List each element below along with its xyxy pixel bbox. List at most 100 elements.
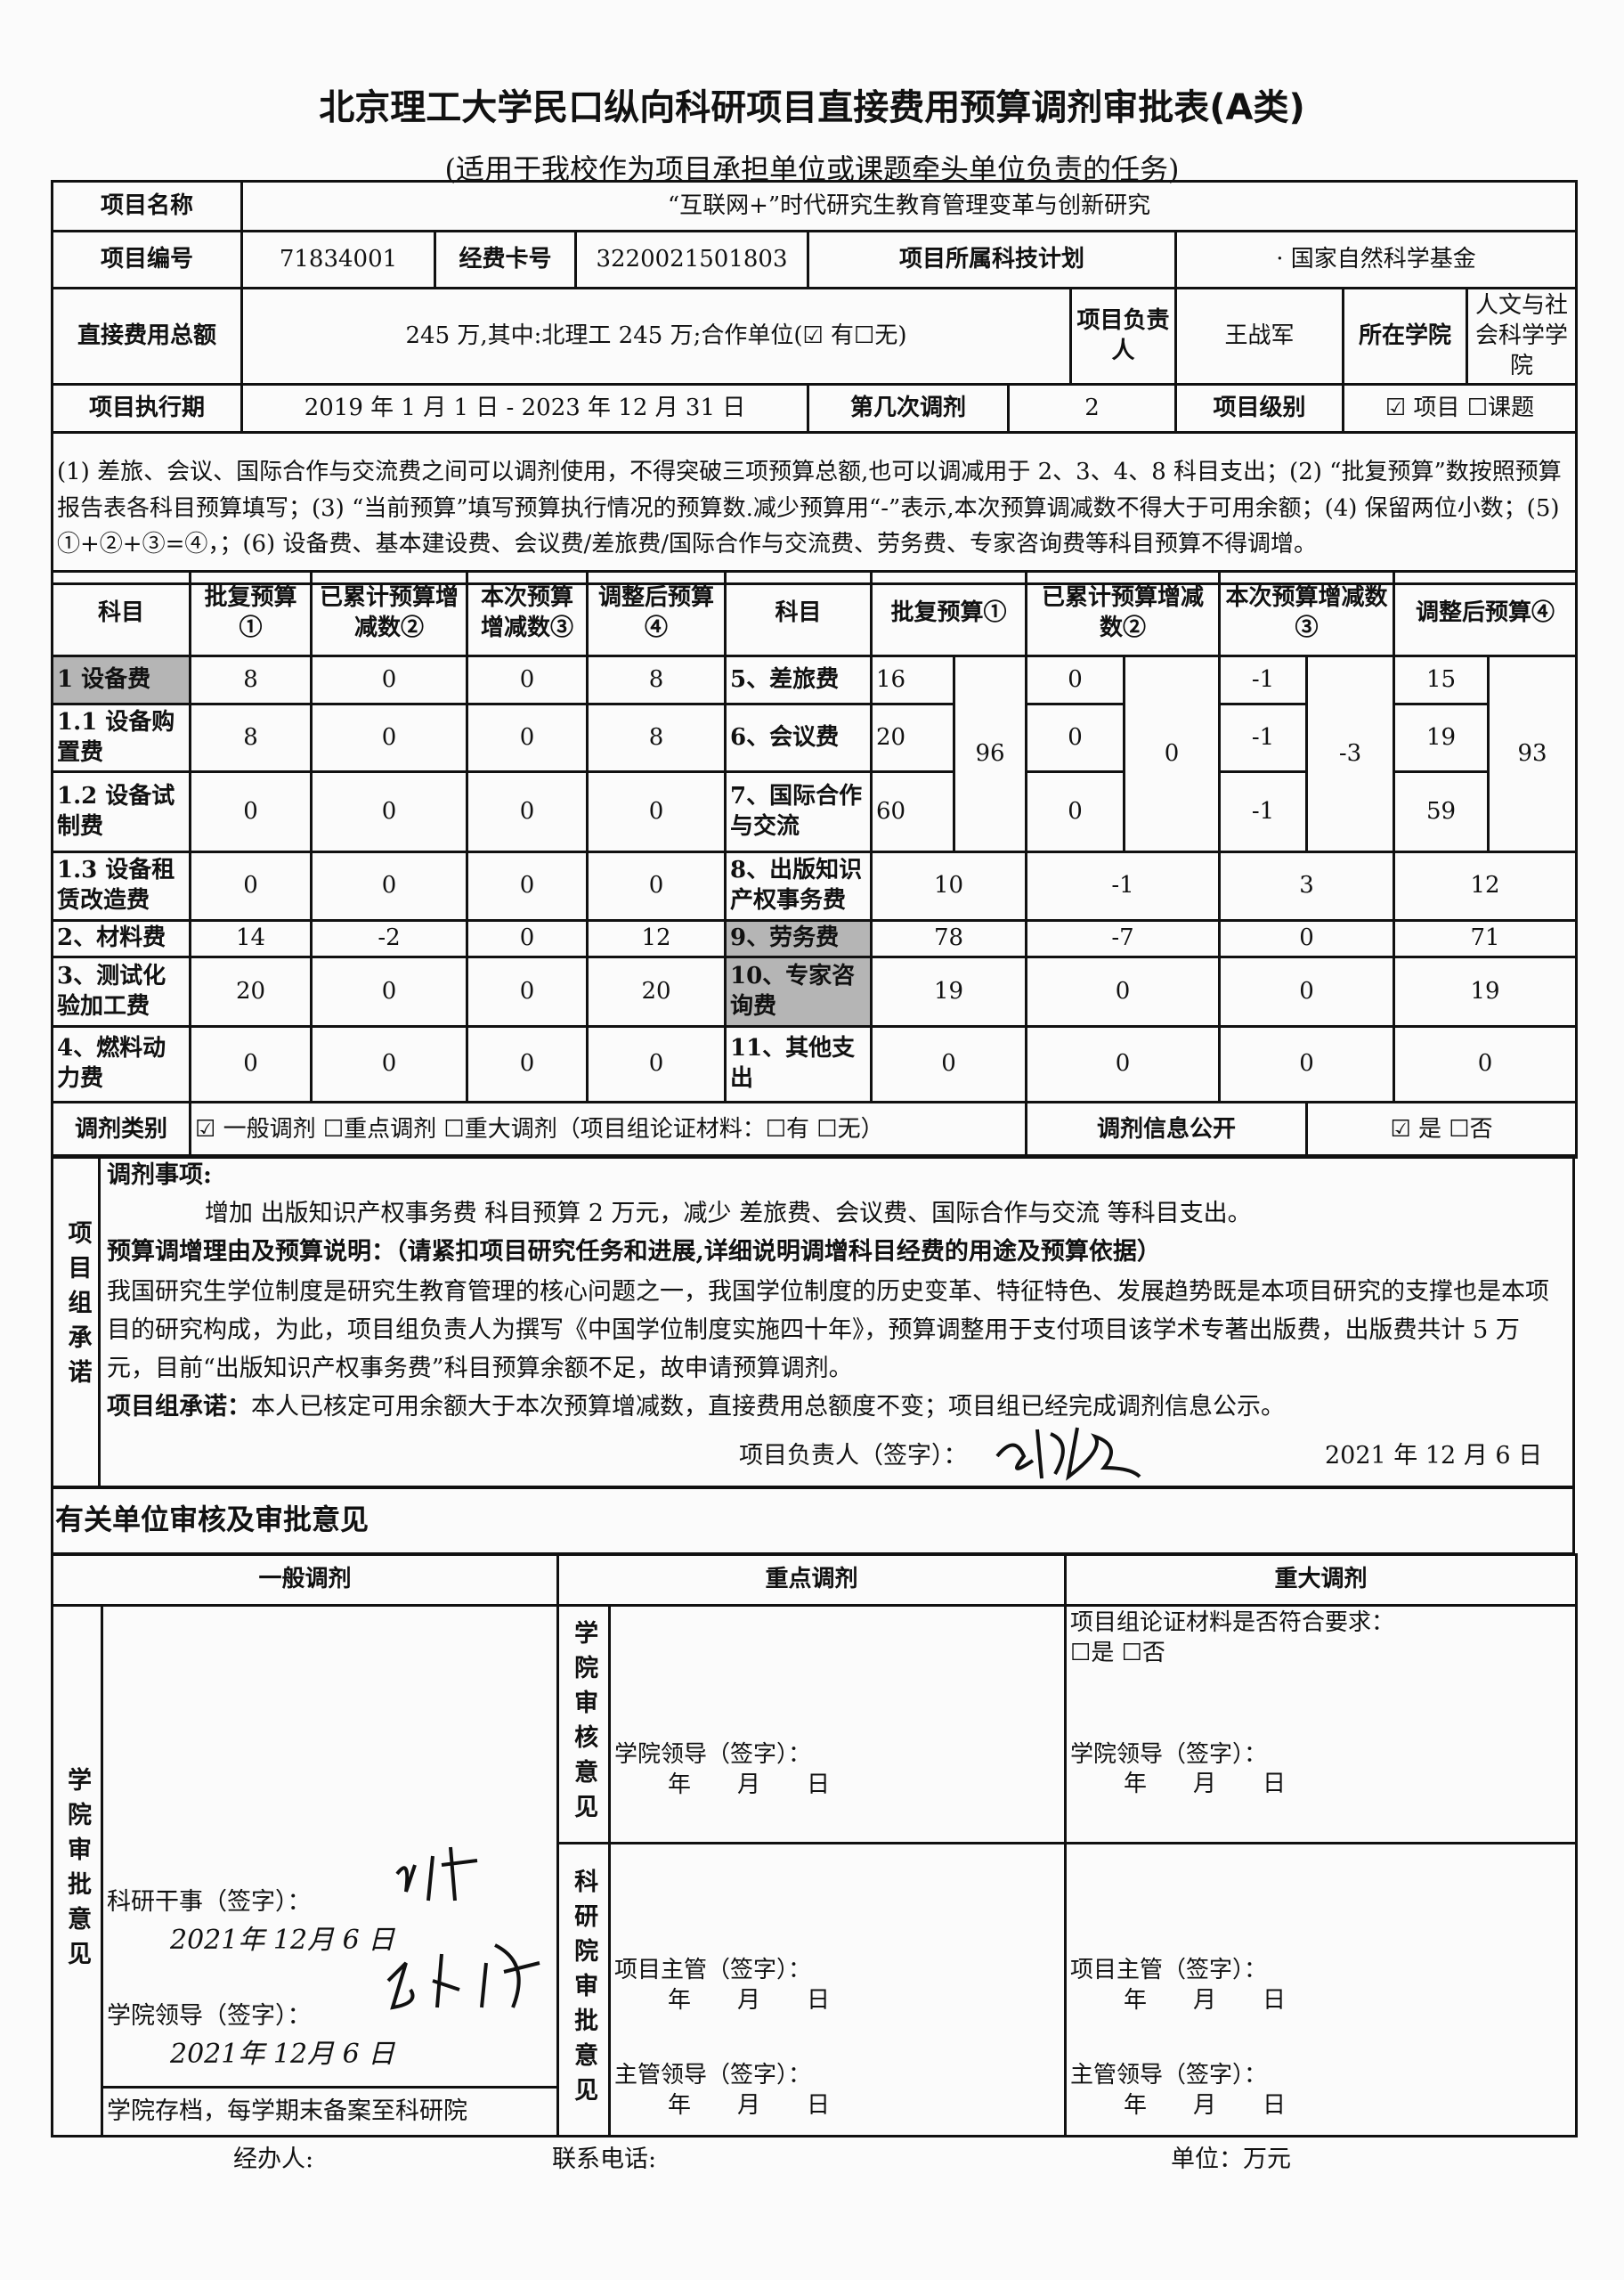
- cell: 0: [310, 703, 468, 773]
- header: 批复预算①: [869, 570, 1028, 657]
- promise: 本人已核定可用余额大于本次预算增减数，直接费用总额度不变；项目组已经完成调剂信息…: [251, 1393, 1285, 1421]
- cell: 12: [586, 919, 727, 958]
- material-question: 项目组论证材料是否符合要求：: [1070, 1609, 1395, 1636]
- header: 批复预算①: [189, 570, 313, 657]
- cell: -2: [310, 919, 468, 958]
- date-blank: 年 月 日: [1124, 1987, 1287, 2015]
- plan: · 国家自然科学基金: [1173, 230, 1579, 289]
- col-major: 重大调剂: [1064, 1553, 1579, 1607]
- approval-heading: 有关单位审核及审批意见: [55, 1502, 369, 1536]
- subject: 9、劳务费: [724, 919, 873, 958]
- handler-label: 经办人:: [233, 2146, 314, 2173]
- college-approve-label: 学院审批意见: [51, 1604, 103, 2138]
- cell: 19: [1393, 703, 1490, 773]
- cell: 16: [870, 655, 955, 705]
- header: 科目: [51, 570, 191, 657]
- cell: 20: [189, 956, 313, 1028]
- secretary-date: 2021年 12月 6 日: [170, 1925, 395, 1956]
- promise-label: 项目组承诺：: [107, 1393, 251, 1421]
- college-leader-label: 学院领导（签字）：: [107, 2002, 312, 2030]
- cell: -1: [1025, 851, 1222, 922]
- label: 调剂类别: [51, 1101, 191, 1159]
- cell: 19: [869, 956, 1028, 1028]
- cell: 3: [1218, 851, 1396, 922]
- cell: 0: [189, 770, 313, 853]
- cell: -7: [1025, 919, 1222, 958]
- label: 项目编号: [51, 230, 243, 289]
- public-checkboxes[interactable]: ☑ 是 ☐否: [1305, 1101, 1579, 1159]
- leader-date: 2021年 12月 6 日: [170, 2039, 395, 2070]
- commit-side-label: 项目组承诺: [63, 1220, 92, 1394]
- material-checkboxes[interactable]: ☐是 ☐否: [1070, 1639, 1165, 1666]
- cell: 78: [869, 919, 1028, 958]
- cell: 0: [1025, 1025, 1222, 1103]
- form-title: 北京理工大学民口纵向科研项目直接费用预算调剂审批表(A类): [319, 87, 1305, 128]
- cell: 0: [586, 770, 727, 853]
- archive-note: 学院存档，每学期末备案至科研院: [104, 2086, 556, 2134]
- group-total: 96: [952, 655, 1028, 853]
- college: 人文与社会科学学院: [1465, 286, 1579, 387]
- matter: 增加 出版知识产权事务费 科目预算 2 万元，减少 差旅费、会议费、国际合作与交…: [205, 1200, 1252, 1227]
- cell: 0: [1218, 1025, 1396, 1103]
- budget-table: 科目 批复预算① 已累计预算增减数② 本次预算增减数③ 调整后预算④ 科目 批复预算① 已累…: [51, 570, 1579, 1159]
- date-blank: 年 月 日: [1124, 1771, 1287, 1798]
- project-no: 71834001: [240, 230, 436, 289]
- label: 项目负责人: [1069, 286, 1177, 387]
- info-table: 项目名称 “互联网+”时代研究生教育管理变革与创新研究 项目编号 71834001 经…: [50, 180, 1579, 586]
- project-name: “互联网+”时代研究生教育管理变革与创新研究: [240, 180, 1579, 232]
- cell: 0: [310, 956, 468, 1028]
- label: 调剂信息公开: [1025, 1101, 1309, 1159]
- cell: 12: [1393, 851, 1579, 922]
- reason: 我国研究生学位制度是研究生教育管理的核心问题之一，我国学位制度的历史变革、特征特…: [107, 1278, 1549, 1382]
- date-blank: 年 月 日: [668, 2091, 831, 2119]
- approval-heading-row: [51, 1486, 1575, 1555]
- cell: 0: [1218, 919, 1396, 958]
- college-review-label: 学院审核意见: [556, 1603, 612, 1845]
- reason-label: 预算调增理由及预算说明：（请紧扣项目研究任务和进展,详细说明调增科目经费的用途及…: [107, 1238, 1161, 1266]
- subject: 8、出版知识产权事务费: [724, 851, 873, 922]
- group-total: -3: [1305, 655, 1396, 853]
- period: 2019 年 1 月 1 日 - 2023 年 12 月 31 日: [240, 383, 809, 435]
- header: 已累计预算增减数②: [310, 570, 468, 657]
- chief-label: 主管领导（签字）：: [1070, 2061, 1268, 2089]
- cell: 0: [310, 1025, 468, 1103]
- cell: 0: [466, 956, 589, 1028]
- table-row: 4、燃料动力费 0 0 0 0 11、其他支出 0 0 0 0: [51, 1025, 1579, 1103]
- date-blank: 年 月 日: [668, 1771, 831, 1798]
- cell: 0: [1025, 770, 1125, 853]
- unit-label: 单位：万元: [1171, 2146, 1291, 2173]
- handwritten-signatures: [386, 1846, 540, 2010]
- subject: 1.1 设备购置费: [51, 703, 191, 773]
- date-blank: 年 月 日: [1124, 2091, 1287, 2119]
- group-total: 0: [1123, 655, 1222, 853]
- supervisor-label: 项目主管（签字）：: [614, 1957, 812, 1984]
- cell: 8: [189, 703, 313, 773]
- cell: 0: [1025, 703, 1125, 773]
- cell: 0: [466, 919, 589, 958]
- commit-date: 2021 年 12 月 6 日: [1325, 1442, 1543, 1470]
- table-row: 3、测试化验加工费 20 0 0 20 10、专家咨询费 19 0 0 19: [51, 956, 1579, 1028]
- cell: 8: [189, 655, 313, 705]
- header: 科目: [724, 570, 873, 657]
- cell: 60: [870, 770, 955, 853]
- cell: 20: [586, 956, 727, 1028]
- cell: 0: [310, 770, 468, 853]
- cell: 0: [586, 1025, 727, 1103]
- cell: 0: [189, 851, 313, 922]
- header: 本次预算增减数③: [1218, 570, 1396, 657]
- supervisor-label: 项目主管（签字）：: [1070, 1957, 1268, 1984]
- label: 所在学院: [1342, 286, 1468, 387]
- phone-label: 联系电话:: [552, 2146, 657, 2173]
- table-row: 1 设备费 8 0 0 8 5、差旅费 16 96 0 0 -1 -3 15 93: [51, 655, 1579, 853]
- cell: 10: [869, 851, 1028, 922]
- cell: 0: [466, 770, 589, 853]
- subject: 4、燃料动力费: [51, 1025, 191, 1103]
- cell: 8: [586, 703, 727, 773]
- subject: 7、国际合作与交流: [724, 770, 873, 853]
- adjust-type-checkboxes[interactable]: ☑ 一般调剂 ☐重点调剂 ☐重大调剂（项目组论证材料：☐有 ☐无）: [188, 1101, 1028, 1159]
- label: 项目所属科技计划: [807, 230, 1177, 289]
- chief-label: 主管领导（签字）：: [614, 2061, 812, 2089]
- label: 项目执行期: [51, 383, 243, 435]
- header: 本次预算增减数③: [466, 570, 589, 657]
